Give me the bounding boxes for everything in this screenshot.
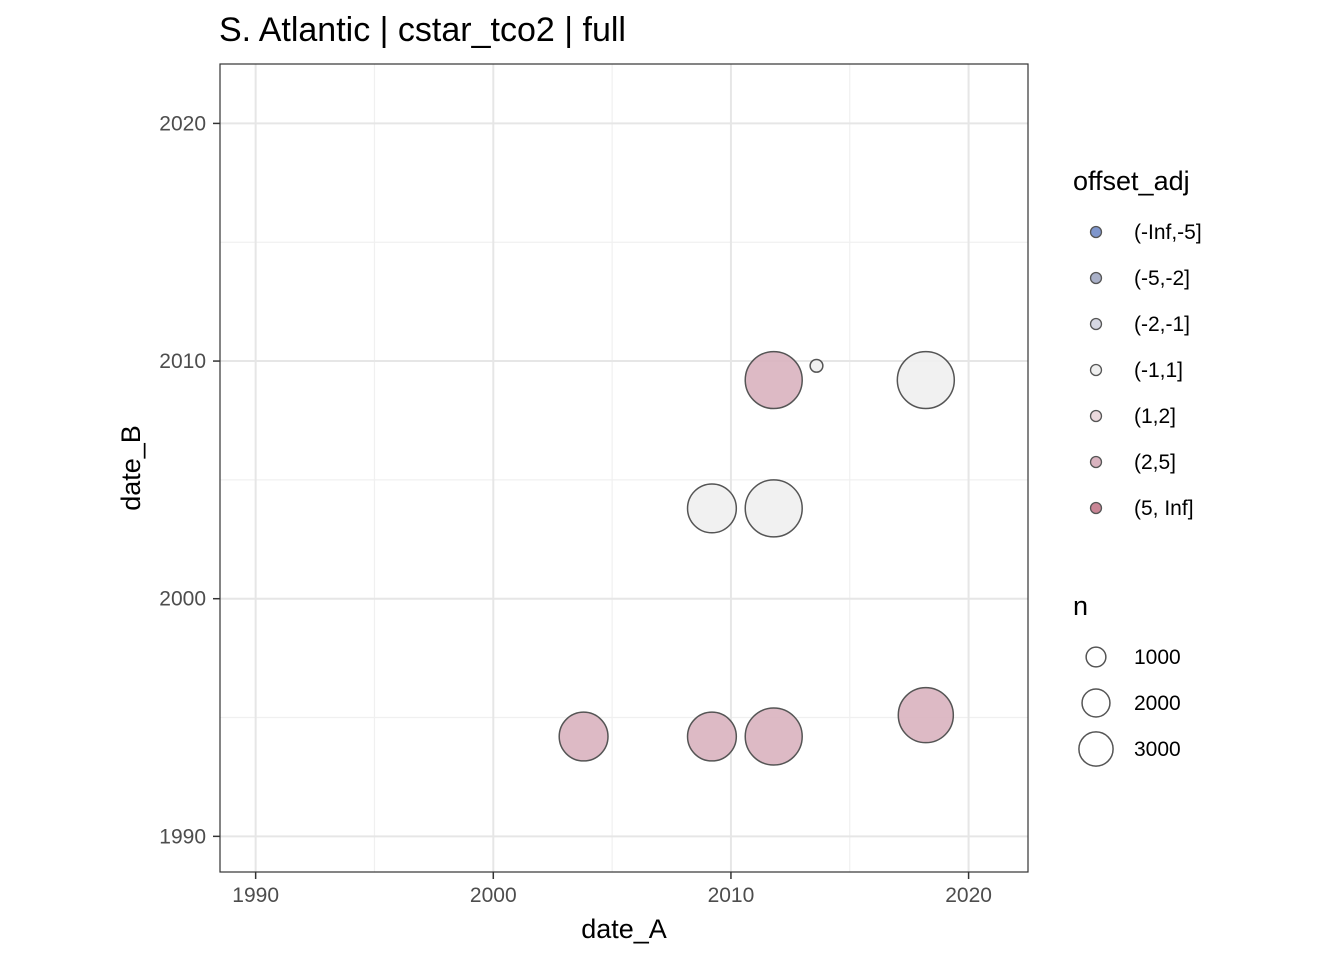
color-legend-label: (-2,-1] xyxy=(1134,313,1190,336)
size-legend: n 1000 2000 3000 xyxy=(1073,591,1181,767)
size-legend-label: 1000 xyxy=(1134,646,1181,669)
size-legend-label: 2000 xyxy=(1134,692,1181,715)
color-legend-key xyxy=(1089,271,1103,285)
data-point xyxy=(897,686,955,744)
x-tick-label: 2020 xyxy=(945,884,992,907)
size-legend-key xyxy=(1081,688,1111,718)
color-legend-label: (2,5] xyxy=(1134,451,1176,474)
color-legend: offset_adj (-Inf,-5] (-5,-2] (-2,-1] (-1,1]… xyxy=(1073,166,1202,520)
y-tick-label: 2020 xyxy=(159,112,206,135)
chart-title: S. Atlantic | cstar_tco2 | full xyxy=(219,11,626,49)
x-tick-label: 2000 xyxy=(470,884,517,907)
data-point xyxy=(686,711,738,762)
size-legend-key xyxy=(1078,731,1114,767)
color-legend-label: (-5,-2] xyxy=(1134,267,1190,290)
plot-panel xyxy=(220,64,1028,872)
size-legend-label: 3000 xyxy=(1134,738,1181,761)
data-point xyxy=(809,358,824,373)
color-legend-key xyxy=(1089,409,1103,423)
color-legend-label: (1,2] xyxy=(1134,405,1176,428)
data-points xyxy=(558,350,956,766)
color-legend-key xyxy=(1089,501,1103,515)
y-axis-title: date_B xyxy=(116,425,146,511)
data-point xyxy=(896,350,956,410)
color-legend-label: (-1,1] xyxy=(1134,359,1183,382)
y-tick-label: 1990 xyxy=(159,825,206,848)
data-point xyxy=(744,479,803,538)
color-legend-key xyxy=(1089,455,1103,469)
data-point xyxy=(686,483,738,534)
major-gridlines xyxy=(220,64,1028,872)
x-tick-label: 2010 xyxy=(708,884,755,907)
data-point xyxy=(744,350,803,410)
x-axis-title: date_A xyxy=(581,914,667,944)
plot-border xyxy=(219,63,1029,873)
x-tick-label: 1990 xyxy=(232,884,279,907)
x-axis: 1990 2000 2010 2020 xyxy=(232,872,992,907)
y-axis: 1990 2000 2010 2020 xyxy=(159,112,220,848)
data-point xyxy=(744,707,803,766)
color-legend-key xyxy=(1089,363,1103,377)
size-legend-title: n xyxy=(1073,591,1088,621)
y-tick-label: 2000 xyxy=(159,588,206,611)
size-legend-key xyxy=(1085,646,1107,668)
y-tick-label: 2010 xyxy=(159,350,206,373)
color-legend-key xyxy=(1089,225,1103,239)
color-legend-title: offset_adj xyxy=(1073,166,1190,196)
minor-gridlines xyxy=(220,64,1028,872)
data-point xyxy=(558,711,609,762)
color-legend-key xyxy=(1089,317,1103,331)
color-legend-label: (-Inf,-5] xyxy=(1134,221,1202,244)
color-legend-label: (5, Inf] xyxy=(1134,497,1194,520)
